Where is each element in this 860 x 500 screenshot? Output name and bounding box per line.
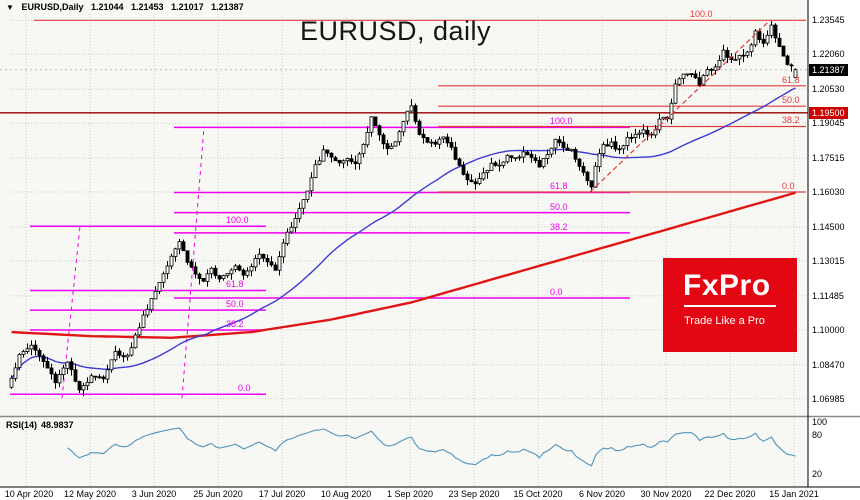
fib-level-label: 61.8 [226,279,244,290]
fxpro-logo: FxPro Trade Like a Pro [663,258,797,352]
ohlc-close: 1.21387 [211,2,244,12]
fib-level-label: 61.8 [550,181,568,192]
x-axis-label: 17 Jul 2020 [258,489,306,499]
y-axis-label: 1.14500 [812,221,845,232]
fib-level-label: 38.2 [550,221,568,232]
fib-level-label: 38.2 [782,115,800,126]
support-price-box: 1.19500 [809,106,848,119]
x-axis-label: 3 Jun 2020 [131,489,177,499]
y-axis-label: 1.20530 [812,84,845,95]
y-axis-label: 1.06985 [812,393,845,404]
ohlc-low: 1.21017 [171,2,204,12]
rsi-label: RSI(14) 48.9837 [6,420,78,430]
x-axis-label: 15 Oct 2020 [513,489,563,499]
y-axis-label: 1.10000 [812,324,845,335]
x-axis-label: 10 Apr 2020 [4,489,54,499]
x-axis-label: 1 Sep 2020 [386,489,434,499]
x-axis-label: 15 Jan 2021 [769,489,819,499]
fib-level-label: 0.0 [550,287,563,298]
fxpro-logo-tagline: Trade Like a Pro [684,315,765,327]
y-axis-label: 1.19045 [812,118,845,129]
chart-title: EURUSD, daily [300,16,492,46]
rsi-axis-label: 20 [812,469,823,479]
x-axis-label: 12 May 2020 [63,489,117,499]
fxpro-logo-text: FxPro [683,269,771,302]
y-axis-label: 1.11485 [812,290,844,301]
rsi-axis-label: 80 [812,430,823,440]
ohlc-high: 1.21453 [131,2,164,12]
y-axis-label: 1.16030 [812,187,845,198]
y-axis-label: 1.13015 [812,255,845,266]
current-price-box: 1.21387 [809,63,848,76]
fib-level-label: 100.0 [690,9,713,20]
symbol-label: EURUSD,Daily [21,2,84,12]
fib-level-label: 38.2 [226,319,244,329]
fib-level-label: 50.0 [226,299,244,310]
y-axis-label: 1.22060 [812,49,845,60]
fib-level-label: 0.0 [782,181,795,192]
y-axis-label: 1.23545 [812,15,845,26]
x-axis-label: 10 Aug 2020 [320,489,372,499]
x-axis-label: 22 Dec 2020 [704,489,756,499]
fxpro-logo-underline [684,305,776,307]
x-axis-label: 25 Jun 2020 [193,489,243,499]
rsi-axis-label: 100 [812,417,828,427]
fib-level-label: 0.0 [238,383,251,394]
symbol-ohlc-bar: ▼ EURUSD,Daily 1.21044 1.21453 1.21017 1… [6,2,249,12]
fib-level-label: 50.0 [550,201,568,212]
x-axis-label: 30 Nov 2020 [640,489,692,499]
fib-level-label: 50.0 [782,95,800,106]
fib-level-label: 100.0 [550,116,573,127]
y-axis-label: 1.17515 [812,153,845,164]
y-axis-label: 1.08470 [812,359,845,370]
x-axis-label: 6 Nov 2020 [578,489,626,499]
fib-level-label: 61.8 [782,74,800,85]
x-axis-label: 23 Sep 2020 [448,489,500,499]
symbol-dropdown-icon[interactable]: ▼ [6,3,14,12]
ohlc-open: 1.21044 [90,2,124,12]
rsi-value: 48.9837 [41,420,74,430]
fib-level-label: 100.0 [226,215,249,226]
rsi-name: RSI(14) [6,420,38,430]
